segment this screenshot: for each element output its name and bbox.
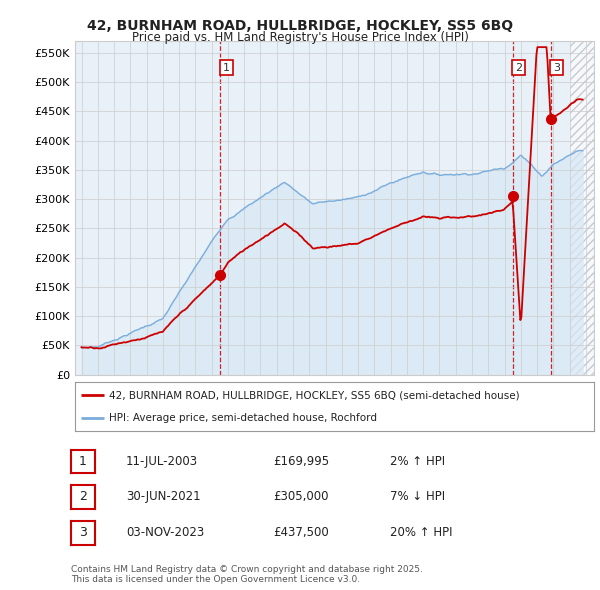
Text: 3: 3 bbox=[553, 63, 560, 73]
Text: 30-JUN-2021: 30-JUN-2021 bbox=[126, 490, 200, 503]
Text: 1: 1 bbox=[223, 63, 230, 73]
Text: 2: 2 bbox=[79, 490, 87, 503]
Text: 11-JUL-2003: 11-JUL-2003 bbox=[126, 455, 198, 468]
Text: Price paid vs. HM Land Registry's House Price Index (HPI): Price paid vs. HM Land Registry's House … bbox=[131, 31, 469, 44]
Text: 20% ↑ HPI: 20% ↑ HPI bbox=[390, 526, 452, 539]
Text: HPI: Average price, semi-detached house, Rochford: HPI: Average price, semi-detached house,… bbox=[109, 412, 377, 422]
Text: 3: 3 bbox=[79, 526, 87, 539]
Text: 42, BURNHAM ROAD, HULLBRIDGE, HOCKLEY, SS5 6BQ (semi-detached house): 42, BURNHAM ROAD, HULLBRIDGE, HOCKLEY, S… bbox=[109, 391, 520, 401]
Text: £169,995: £169,995 bbox=[273, 455, 329, 468]
Text: 42, BURNHAM ROAD, HULLBRIDGE, HOCKLEY, SS5 6BQ: 42, BURNHAM ROAD, HULLBRIDGE, HOCKLEY, S… bbox=[87, 19, 513, 33]
Text: 03-NOV-2023: 03-NOV-2023 bbox=[126, 526, 204, 539]
Text: 1: 1 bbox=[79, 455, 87, 468]
Text: 2% ↑ HPI: 2% ↑ HPI bbox=[390, 455, 445, 468]
Text: Contains HM Land Registry data © Crown copyright and database right 2025.
This d: Contains HM Land Registry data © Crown c… bbox=[71, 565, 422, 584]
Text: 2: 2 bbox=[515, 63, 522, 73]
Text: £305,000: £305,000 bbox=[273, 490, 329, 503]
Text: 7% ↓ HPI: 7% ↓ HPI bbox=[390, 490, 445, 503]
Text: £437,500: £437,500 bbox=[273, 526, 329, 539]
